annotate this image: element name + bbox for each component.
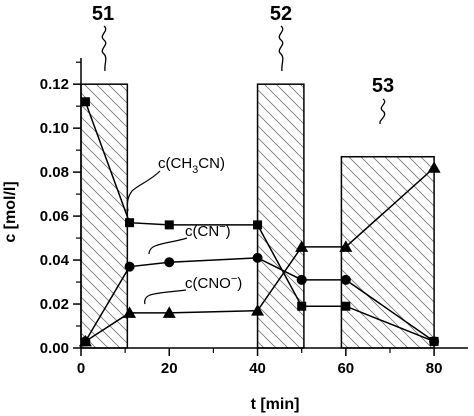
leader-line-51	[101, 25, 107, 72]
leader-line-52	[278, 25, 284, 72]
point-cno-6	[427, 161, 441, 173]
point-ch3cn-1	[125, 218, 135, 228]
point-ch3cn-4	[297, 301, 307, 311]
annotation-leader-cn	[148, 237, 188, 255]
x-tick-label-0: 0	[77, 360, 85, 377]
point-cno-1	[123, 306, 137, 318]
point-cno-0	[78, 334, 92, 347]
point-cn-3	[252, 252, 263, 263]
region-box-51	[80, 83, 129, 349]
y-tick-label-1: 0.02	[40, 296, 69, 313]
annotation-leader-cno	[144, 289, 187, 305]
point-cn-4	[296, 274, 307, 285]
y-tick-label-6: 0.12	[40, 76, 69, 93]
point-cno-3	[251, 304, 265, 316]
region-label-51: 51	[92, 3, 114, 25]
region-box-53	[340, 155, 435, 349]
y-ticks: 0.00 0.02 0.04 0.06 0.08 0.10 0.12	[40, 61, 81, 357]
x-axis-title: t [min]	[251, 396, 300, 413]
region-label-53: 53	[372, 75, 394, 97]
series	[78, 97, 441, 347]
y-tick-label-2: 0.04	[40, 252, 70, 269]
point-cn-6	[429, 336, 440, 347]
y-tick-label-3: 0.06	[40, 208, 69, 225]
point-cno-4	[295, 240, 309, 252]
point-cno-2	[162, 306, 176, 318]
point-ch3cn-3	[253, 220, 263, 230]
point-ch3cn-2	[164, 220, 174, 230]
y-tick-label-5: 0.10	[40, 120, 69, 137]
region-box-52	[256, 83, 305, 349]
point-ch3cn-5	[341, 301, 351, 311]
annotation-cno: c(CNO−)	[185, 273, 242, 292]
annotation-cn: c(CN−)	[185, 221, 231, 240]
x-tick-label-40: 40	[249, 360, 266, 377]
y-tick-label-0: 0.00	[40, 340, 69, 357]
y-tick-label-4: 0.08	[40, 164, 69, 181]
y-axis-title: c [mol/l]	[2, 181, 19, 242]
annotation-leader-ch3cn	[126, 170, 161, 212]
x-ticks: 0 20 40 60 80	[77, 348, 443, 377]
treatment-regions	[80, 83, 435, 349]
x-tick-label-80: 80	[426, 360, 443, 377]
region-label-52: 52	[270, 3, 292, 25]
x-tick-label-20: 20	[161, 360, 178, 377]
point-cno-5	[339, 240, 353, 252]
point-ch3cn-0	[80, 97, 90, 107]
point-cn-1	[124, 261, 135, 272]
x-tick-label-60: 60	[337, 360, 354, 377]
point-cn-2	[164, 257, 175, 268]
point-cn-5	[340, 274, 351, 285]
annotation-ch3cn: c(CH3CN)	[158, 155, 225, 176]
leader-line-53	[379, 98, 386, 124]
